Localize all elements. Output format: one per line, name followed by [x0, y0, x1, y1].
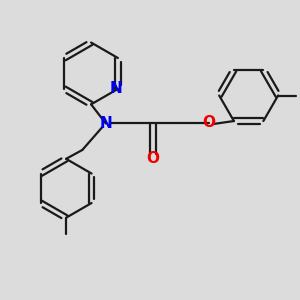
Text: O: O: [146, 151, 159, 166]
Text: N: N: [110, 81, 123, 96]
Text: N: N: [100, 116, 112, 131]
Text: O: O: [202, 116, 215, 130]
